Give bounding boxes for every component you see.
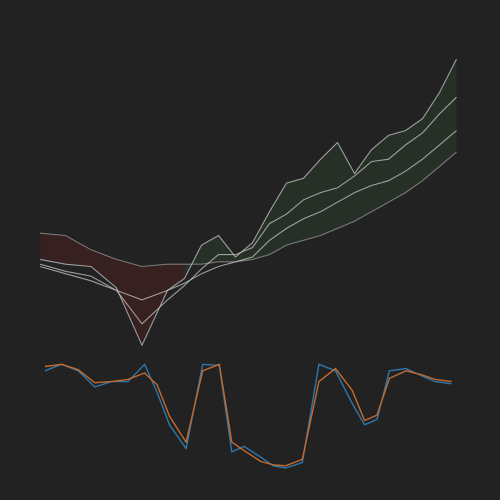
ribbon-fill-segment xyxy=(167,264,185,291)
left-fade-overlay xyxy=(0,150,120,290)
ribbon-chart-panel xyxy=(0,58,457,347)
ribbon-fill-segment xyxy=(303,159,321,241)
ribbon-fill-segment xyxy=(371,135,389,212)
ribbon-fill-segment xyxy=(354,149,372,222)
ribbon-fill-segment xyxy=(142,264,168,346)
ribbon-fill-segment xyxy=(422,92,440,181)
ribbon-fill-segment xyxy=(286,178,304,246)
ribbon-fill-segment xyxy=(405,118,423,193)
ribbon-series-line-1 xyxy=(39,58,457,347)
ribbon-fill-segment xyxy=(388,130,406,203)
ribbon-fill-segment xyxy=(235,242,253,262)
ribbon-fill-segment xyxy=(320,142,338,236)
ribbon-series-line-3 xyxy=(39,130,457,301)
ribbon-series-line-2 xyxy=(39,96,457,325)
oscillation-chart-panel xyxy=(44,363,452,469)
oscillation-series-line-2 xyxy=(44,363,452,467)
ribbon-fill-segment xyxy=(218,235,236,262)
ribbon-series-line-4 xyxy=(39,151,457,268)
ribbon-fill-segment xyxy=(116,259,142,346)
ribbon-fill-segment xyxy=(439,59,457,167)
ribbon-fill-segment xyxy=(337,142,355,229)
oscillation-series-line-1 xyxy=(44,363,452,469)
